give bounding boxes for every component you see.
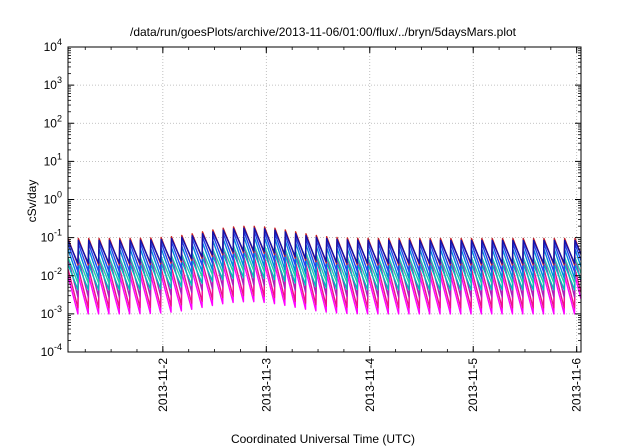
series-line (68, 244, 581, 298)
y-tick-label: 10-1 (41, 228, 62, 245)
series-line (68, 251, 581, 291)
y-tick-label: 101 (44, 151, 62, 168)
series-line (68, 236, 581, 279)
y-tick-label: 10-4 (41, 342, 62, 359)
y-tick-label: 10-2 (41, 266, 62, 283)
x-tick-label: 2013-11-4 (363, 358, 377, 412)
x-tick-labels: 2013-11-2 2013-11-3 2013-11-4 2013-11-5 2013… (156, 358, 584, 412)
y-axis-label: cSv/day (25, 180, 39, 223)
x-tick-label: 2013-11-2 (156, 358, 170, 412)
y-tick-label: 10-3 (41, 304, 62, 321)
y-tick-label: 102 (44, 113, 62, 130)
series-line (68, 227, 581, 264)
x-axis-label: Coordinated Universal Time (UTC) (231, 432, 415, 446)
series-line (68, 230, 581, 273)
x-tick-label: 2013-11-6 (570, 358, 584, 412)
y-tick-label: 103 (44, 75, 62, 92)
series-line (68, 244, 581, 284)
series-group (68, 225, 581, 315)
x-tick-label: 2013-11-3 (259, 358, 273, 412)
y-tick-label: 104 (44, 37, 62, 54)
series-line (68, 262, 581, 315)
series-line (68, 256, 581, 309)
y-tick-label: 100 (44, 190, 62, 207)
y-tick-labels: 10-4 10-3 10-2 10-1 100 101 102 103 104 (41, 37, 62, 359)
x-tick-label: 2013-11-5 (466, 358, 480, 412)
ticks (68, 46, 581, 353)
chart-title: /data/run/goesPlots/archive/2013-11-06/0… (130, 25, 517, 39)
